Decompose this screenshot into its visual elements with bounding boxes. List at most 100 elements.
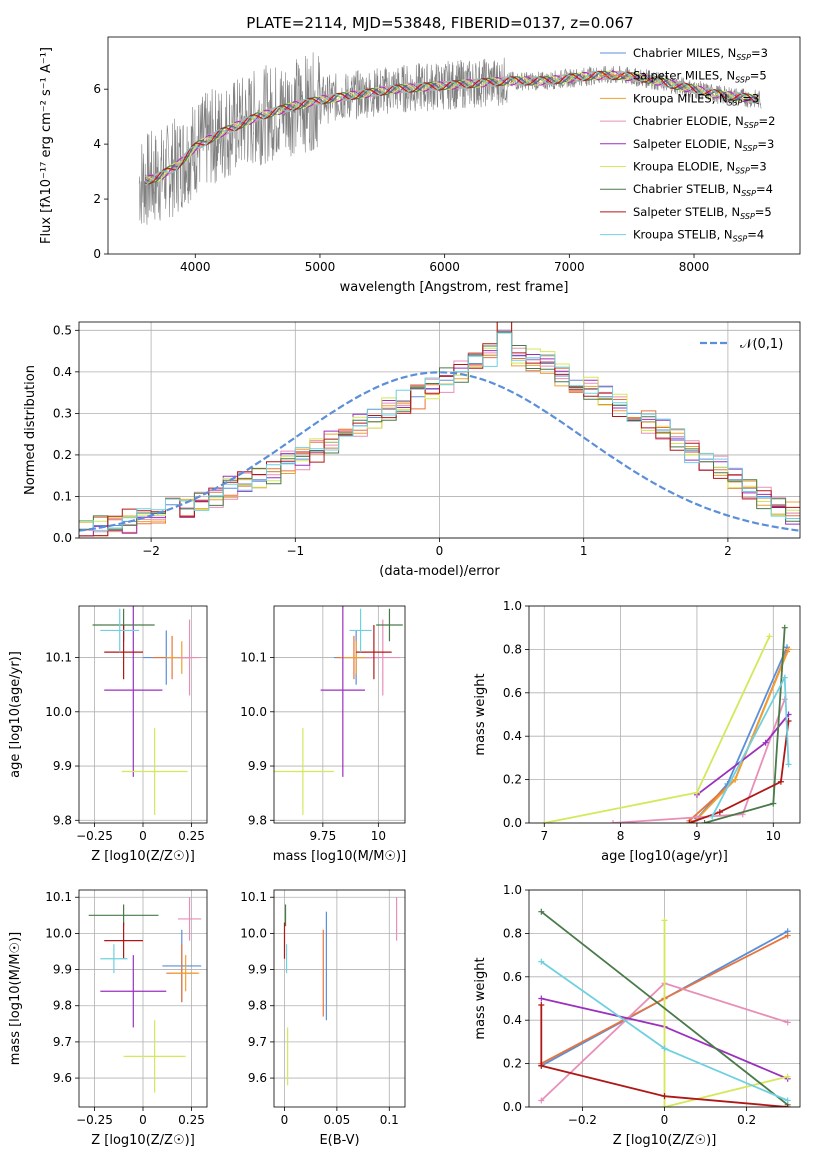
plot-area — [538, 908, 791, 1107]
x-tick-label: 0.2 — [737, 1113, 756, 1127]
plot-area — [274, 606, 403, 815]
point-marker — [661, 1045, 668, 1052]
data-spectrum — [138, 52, 762, 225]
legend-label: Salpeter STELIB, NSSP=5 — [633, 205, 772, 221]
y-tick-label: 0.1 — [53, 489, 72, 503]
panel-mass_vs_Z: −0.25 0 0.25 9.6 9.7 9.8 9.9 10.0 10.1 Z [log10(Z… — [8, 889, 208, 1148]
legend-label: Kroupa STELIB, NSSP=4 — [633, 228, 764, 244]
x-axis-label: mass [log10(M/M☉)] — [273, 849, 406, 864]
y-tick-label: 0.4 — [503, 729, 522, 743]
point-marker — [686, 820, 693, 823]
x-tick-label: −0.2 — [568, 1113, 597, 1127]
plot-area — [79, 322, 800, 537]
panel-spectrum: 4000 5000 6000 7000 8000 0 2 4 6 wavelength [Angs… — [39, 36, 801, 295]
y-tick-label: 0.3 — [53, 406, 72, 420]
mass-weight-line — [540, 910, 789, 1106]
y-tick-label: 0.2 — [53, 448, 72, 462]
point-marker — [732, 776, 739, 783]
x-tick-label: −0.25 — [76, 829, 113, 843]
x-tick-label: 10 — [371, 829, 386, 843]
y-tick-label: 9.9 — [53, 963, 72, 977]
y-tick-label: 0.0 — [53, 531, 72, 545]
histogram-steps — [79, 332, 800, 531]
y-axis-label: mass weight — [473, 673, 488, 755]
y-tick-label: 9.8 — [53, 813, 72, 827]
point-marker — [538, 958, 545, 965]
point-marker — [661, 1093, 668, 1100]
point-marker — [785, 646, 792, 653]
legend-label: Salpeter MILES, NSSP=5 — [633, 69, 767, 85]
point-marker — [661, 917, 668, 924]
legend-label: 𝒩(0,1) — [740, 337, 783, 352]
y-axis-label: mass [log10(M/M☉)] — [8, 932, 23, 1065]
y-axis-label: age [log10(age/yr)] — [8, 651, 23, 778]
x-tick-label: 10 — [766, 829, 781, 843]
y-tick-label: 2 — [93, 192, 101, 206]
y-tick-label: 0.5 — [53, 323, 72, 337]
y-tick-label: 1.0 — [503, 883, 522, 897]
y-tick-label: 10.0 — [45, 926, 72, 940]
y-tick-label: 9.7 — [248, 1035, 267, 1049]
axes-frame — [273, 889, 406, 1108]
y-tick-label: 9.8 — [248, 813, 267, 827]
legend-label: Salpeter ELODIE, NSSP=3 — [633, 137, 774, 153]
point-marker — [716, 809, 723, 816]
y-tick-label: 9.9 — [248, 759, 267, 773]
point-marker — [784, 1073, 791, 1080]
x-axis-label: E(B-V) — [319, 1133, 359, 1148]
x-tick-label: 6000 — [429, 260, 460, 274]
panel-age_vs_mass: 9.75 10 9.8 9.9 10.0 10.1 mass [log10(M/M☉)] — [240, 605, 406, 864]
x-tick-label: 2 — [724, 544, 732, 558]
y-tick-label: 1.0 — [503, 599, 522, 613]
point-marker — [709, 813, 716, 820]
panel-residual_histogram: −2 −1 0 1 2 0.0 0.1 0.2 0.3 0.4 0.5 (data-model)/er… — [23, 321, 801, 579]
point-marker — [785, 761, 792, 768]
x-tick-label: 0.25 — [178, 829, 205, 843]
x-tick-label: 0 — [436, 544, 444, 558]
point-marker — [693, 789, 700, 796]
panel-mass_weight_vs_age: 7 8 9 10 0.0 0.2 0.4 0.6 0.8 1.0 age [log10(age/yr… — [473, 599, 801, 864]
panel-mass_weight_vs_Z: −0.2 0 0.2 0.0 0.2 0.4 0.6 0.8 1.0 Z [log10(Z/Z☉)… — [473, 883, 801, 1148]
y-tick-label: 0.2 — [503, 773, 522, 787]
x-tick-label: 1 — [580, 544, 588, 558]
point-marker — [661, 1104, 668, 1107]
x-axis-label: Z [log10(Z/Z☉)] — [91, 849, 195, 864]
y-tick-label: 9.7 — [53, 1035, 72, 1049]
y-tick-label: 0.6 — [503, 686, 522, 700]
y-tick-label: 9.9 — [53, 759, 72, 773]
plot-area — [541, 624, 792, 823]
legend-label: Kroupa ELODIE, NSSP=3 — [633, 160, 767, 176]
x-tick-label: 7000 — [554, 260, 585, 274]
x-tick-label: −2 — [142, 544, 160, 558]
point-marker — [784, 1097, 791, 1104]
point-marker — [781, 624, 788, 631]
point-marker — [770, 800, 777, 807]
x-tick-label: 0.05 — [324, 1113, 351, 1127]
plot-area — [138, 52, 762, 225]
legend-label: Chabrier ELODIE, NSSP=2 — [633, 114, 775, 130]
axes-frame — [107, 36, 801, 255]
x-tick-label: 5000 — [305, 260, 336, 274]
x-tick-label: 4000 — [180, 260, 211, 274]
point-marker — [538, 908, 545, 915]
mass-weight-line — [540, 1005, 788, 1107]
x-axis-label: (data-model)/error — [379, 564, 500, 579]
legend: Chabrier MILES, NSSP=3 Salpeter MILES, NS… — [600, 46, 775, 244]
x-tick-label: 0 — [661, 1113, 669, 1127]
y-axis-label: Normed distribution — [23, 365, 38, 495]
y-tick-label: 0.2 — [503, 1057, 522, 1071]
mass-weight-line — [688, 720, 790, 823]
x-axis-label: age [log10(age/yr)] — [601, 849, 728, 864]
x-tick-label: 0 — [139, 1113, 147, 1127]
point-marker — [766, 633, 773, 640]
point-marker — [538, 995, 545, 1002]
legend-label: Chabrier MILES, NSSP=3 — [633, 46, 768, 62]
plot-area — [88, 897, 202, 1093]
y-tick-label: 9.8 — [248, 999, 267, 1013]
mass-weight-line — [704, 627, 786, 823]
plot-area — [92, 606, 202, 815]
y-tick-label: 9.6 — [53, 1071, 72, 1085]
y-tick-label: 9.9 — [248, 963, 267, 977]
y-tick-label: 10.1 — [240, 651, 267, 665]
